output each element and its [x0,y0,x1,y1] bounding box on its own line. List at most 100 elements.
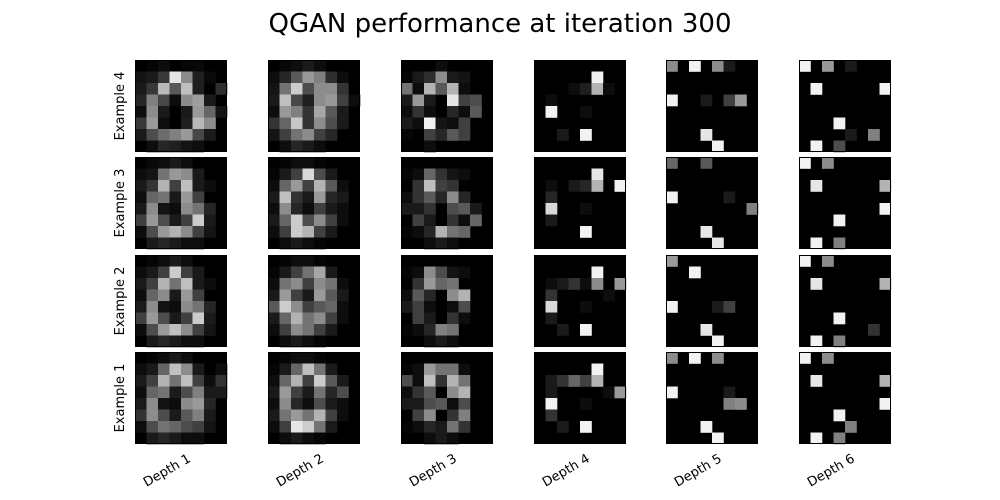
pixel-cell [325,83,338,95]
pixel-cell [268,83,280,95]
pixel-cell [337,191,349,204]
pixel-cell [424,409,436,422]
pixel-cell [181,168,193,181]
pixel-cell [314,375,326,387]
pixel-cell [879,375,892,387]
pixel-cell [146,180,159,192]
pixel-cell [204,375,216,387]
panel-frame [799,157,891,249]
pixel-cell [181,129,193,141]
pixel-cell [302,352,315,364]
pixel-cell [412,301,425,313]
pixel-cell [291,83,303,95]
pixel-cell [591,71,604,84]
pixel-cell [337,386,349,399]
pixel-cell [146,409,159,422]
pixel-cell [279,140,292,153]
pixel-cell [325,289,338,302]
pixel-cell [158,94,170,107]
pixel-cell [135,71,147,84]
pixel-cell [325,168,338,181]
pixel-cell [302,301,315,313]
pixel-cell [337,375,349,387]
image-panels [135,60,892,445]
panel-frame [666,157,758,249]
pixel-cell [424,398,436,410]
pixel-cell [181,60,193,72]
pixel-cell [314,168,326,181]
pixel-cell [545,180,558,192]
pixel-cell [215,375,228,387]
pixel-cell [302,106,315,118]
pixel-cell [325,203,338,215]
pixel-cell [158,266,170,279]
pixel-cell [822,255,834,267]
pixel-cell [215,106,228,118]
pixel-cell [337,289,349,302]
pixel-cell [169,409,182,422]
pixel-cell [424,386,436,399]
pixel-cell [158,432,170,445]
pixel-cell [204,386,216,399]
image-panel [666,255,758,348]
pixel-cell [135,266,147,279]
pixel-cell [291,386,303,399]
pixel-cell [135,168,147,181]
pixel-cell [580,83,592,95]
pixel-cell [268,312,280,325]
pixel-cell [458,409,471,422]
pixel-cell [291,94,303,107]
pixel-cell [458,375,471,387]
pixel-cell [545,386,558,399]
pixel-cell [158,352,170,364]
pixel-cell [424,71,436,84]
pixel-cell [401,94,413,107]
pixel-cell [169,214,182,227]
pixel-cell [424,226,436,238]
pixel-cell [135,191,147,204]
pixel-cell [135,203,147,215]
pixel-cell [822,60,834,72]
image-panel [401,157,493,250]
pixel-cell [268,106,280,118]
pixel-cell [279,117,292,130]
pixel-cell [325,324,338,336]
pixel-cell [279,278,292,290]
pixel-cell [314,421,326,433]
image-panel [534,352,627,444]
pixel-cell [447,409,459,422]
pixel-cell [302,71,315,84]
pixel-cell [192,168,205,181]
pixel-cell [146,203,159,215]
pixel-cell [169,363,182,376]
pixel-cell [833,117,846,130]
pixel-cell [580,398,592,410]
pixel-cell [146,214,159,227]
pixel-cell [580,226,592,238]
pixel-cell [424,140,436,153]
pixel-cell [314,117,326,130]
pixel-cell [458,71,471,84]
pixel-cell [314,71,326,84]
pixel-cell [279,129,292,141]
pixel-cell [268,226,280,238]
pixel-cell [146,168,159,181]
pixel-cell [169,94,182,107]
pixel-cell [302,375,315,387]
pixel-cell [833,312,846,325]
pixel-cell [435,266,448,279]
pixel-cell [723,60,736,72]
pixel-cell [291,363,303,376]
pixel-cell [279,432,292,445]
pixel-cell [181,409,193,422]
pixel-cell [158,421,170,433]
pixel-cell [158,203,170,215]
pixel-cell [158,237,170,250]
pixel-cell [135,214,147,227]
pixel-cell [435,363,448,376]
pixel-cell [279,203,292,215]
row-labels: Example 4 Example 3 Example 2 Example 1 [113,72,128,433]
pixel-cell [458,363,471,376]
pixel-cell [712,237,724,250]
pixel-cell [545,301,558,313]
